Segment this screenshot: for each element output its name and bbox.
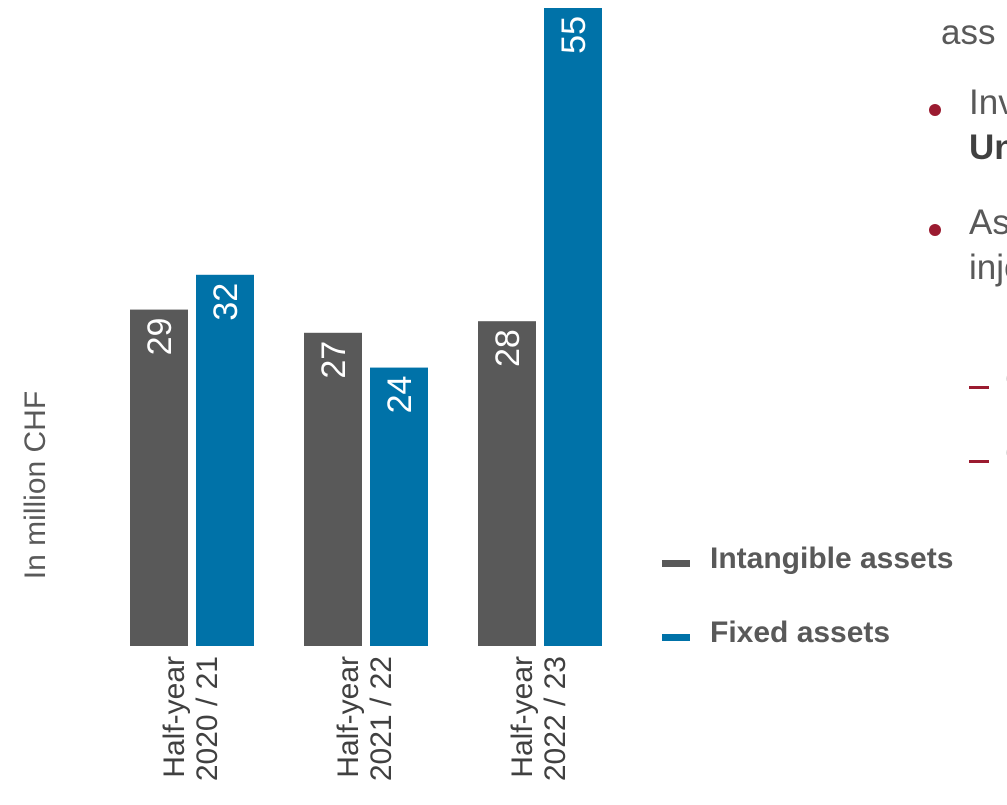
bar-intangible-0 [130, 309, 188, 646]
bar-intangible-2 [478, 321, 536, 646]
bar-fixed-1 [370, 367, 428, 646]
category-label-2-line-1: 2022 / 23 [539, 656, 572, 781]
bullet-3-line-2: inje [969, 248, 1007, 287]
legend: Intangible assets Fixed assets [662, 540, 953, 688]
bullet-1-tail: ass [941, 13, 996, 52]
sub-bullet-1: C [1005, 360, 1007, 400]
bullet-text-panel: ass Inve Und Ass inje C C [925, 0, 1007, 520]
bullet-3-line-1: Ass [969, 203, 1007, 242]
sub-dash-2 [969, 460, 989, 463]
bullet-dot-2 [929, 104, 941, 116]
legend-item-fixed: Fixed assets [662, 614, 953, 652]
category-label-1-line-1: 2021 / 22 [365, 656, 398, 781]
bar-intangible-1 [304, 332, 362, 646]
legend-swatch-fixed [662, 633, 690, 641]
category-label-0-line-1: 2020 / 21 [191, 656, 224, 781]
bullet-2-line-1: Inve [969, 83, 1007, 122]
bar-fixed-2 [544, 8, 602, 646]
category-label-2-line-0: Half-year [506, 656, 539, 778]
category-labels: Half-year 2020 / 21 Half-year 2021 / 22 Half… [158, 656, 572, 781]
data-label-intangible-0: 29 [141, 318, 179, 356]
bars-group: 29 32 27 24 28 55 [130, 8, 602, 646]
legend-label-intangible: Intangible assets [710, 542, 954, 575]
bullet-dot-3 [929, 224, 941, 236]
legend-item-intangible: Intangible assets [662, 540, 953, 578]
data-label-fixed-1: 24 [381, 376, 419, 414]
y-axis-label: In million CHF [19, 391, 52, 579]
bullet-2-line-2: Und [969, 128, 1007, 167]
category-label-1-line-0: Half-year [332, 656, 365, 778]
sub-dash-1 [969, 386, 989, 389]
legend-label-fixed: Fixed assets [710, 616, 891, 649]
data-label-fixed-0: 32 [207, 283, 245, 321]
category-label-0-line-0: Half-year [158, 656, 191, 778]
data-label-fixed-2: 55 [555, 16, 593, 54]
bar-fixed-0 [196, 274, 254, 646]
sub-bullet-2: C [1005, 434, 1007, 474]
legend-swatch-intangible [662, 559, 690, 567]
data-label-intangible-2: 28 [489, 329, 527, 367]
data-label-intangible-1: 27 [315, 341, 353, 379]
